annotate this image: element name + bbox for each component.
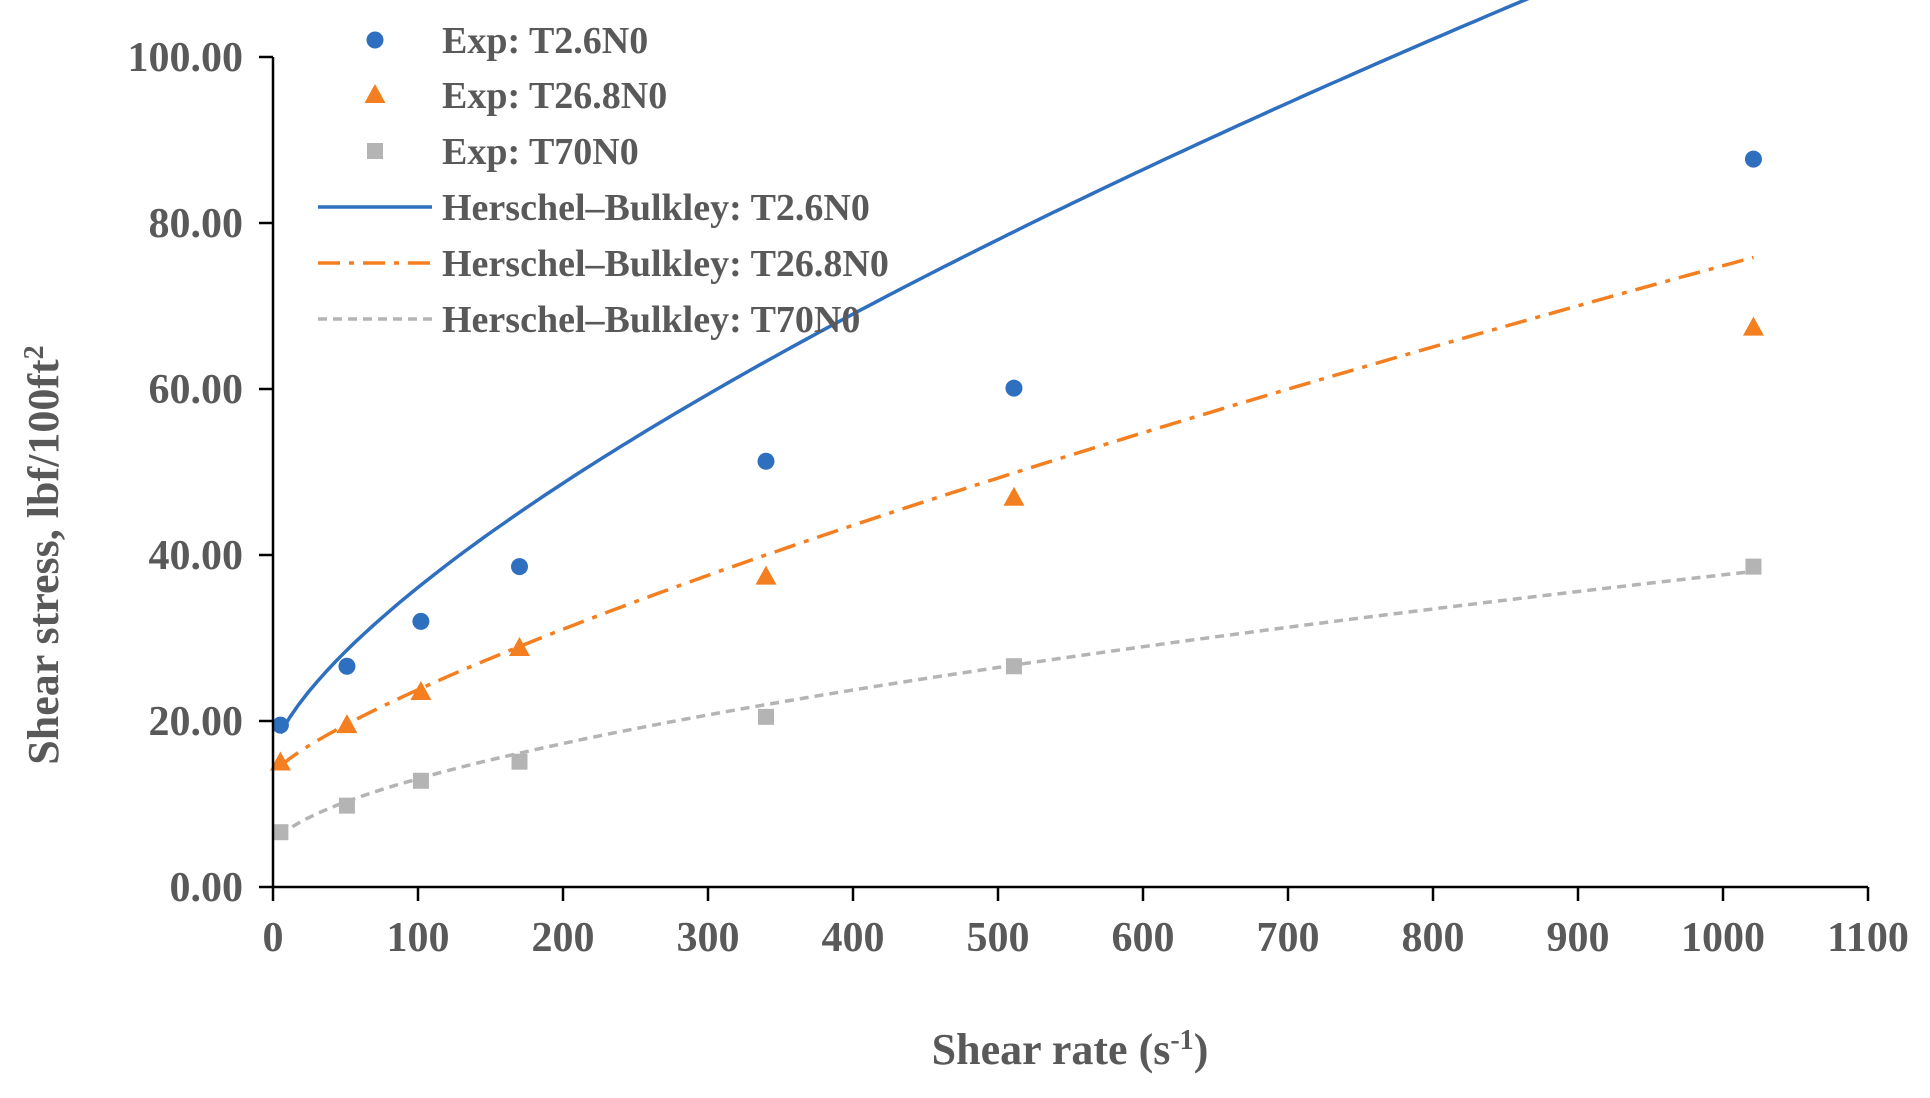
- legend-marker-square: [367, 143, 383, 159]
- point-t70n0: [758, 708, 774, 725]
- x-ticks: 0 100 200 300 400 500 600 700 800 900 1000 1100: [263, 887, 1909, 961]
- y-tick-label: 80.00: [149, 201, 244, 247]
- point-t2.6n0: [1005, 379, 1023, 397]
- point-t26.8n0: [410, 680, 432, 700]
- curve-t26.8n0: [279, 255, 1754, 768]
- point-t70n0: [1745, 558, 1762, 575]
- point-t26.8n0: [755, 565, 777, 585]
- point-t26.8n0: [509, 636, 530, 656]
- y-ticks: 0.00 20.00 40.00 60.00 80.00 100.00: [128, 35, 273, 911]
- legend-label: Exp: T70N0: [442, 131, 639, 173]
- legend-label: Exp: T26.8N0: [442, 75, 667, 117]
- point-t2.6n0: [1744, 150, 1762, 168]
- point-t2.6n0: [338, 657, 356, 675]
- axes: 0 100 200 300 400 500 600 700 800 900 1000 1100 0.0…: [128, 35, 1909, 961]
- point-t2.6n0: [271, 716, 289, 734]
- curve-t2.6n0: [278, 0, 1530, 735]
- x-tick-label: 0: [263, 915, 284, 961]
- y-tick-label: 0.00: [170, 865, 244, 911]
- x-tick-label: 300: [677, 915, 740, 961]
- point-t2.6n0: [757, 452, 775, 470]
- x-tick-label: 700: [1257, 915, 1320, 961]
- point-t26.8n0: [269, 751, 291, 771]
- point-t70n0: [412, 772, 429, 789]
- plot-area: [269, 0, 1764, 841]
- legend-marker-triangle: [364, 84, 386, 103]
- legend-label: Exp: T2.6N0: [442, 20, 648, 62]
- x-tick-label: 200: [532, 915, 595, 961]
- x-tick-label: 900: [1547, 915, 1610, 961]
- x-tick-label: 500: [967, 915, 1030, 961]
- point-t70n0: [511, 753, 528, 770]
- legend-marker-circle: [366, 31, 384, 49]
- point-t70n0: [272, 824, 289, 841]
- x-axis-title: Shear rate (s-1): [932, 1025, 1209, 1075]
- legend: Exp: T2.6N0 Exp: T26.8N0 Exp: T70N0 Hersche…: [318, 20, 889, 341]
- x-tick-label: 600: [1112, 915, 1175, 961]
- point-t26.8n0: [1742, 316, 1764, 336]
- legend-label: Herschel–Bulkley: T70N0: [442, 299, 860, 341]
- curve-t70n0: [279, 569, 1754, 838]
- legend-label: Herschel–Bulkley: T26.8N0: [442, 243, 889, 285]
- x-tick-label: 100: [387, 915, 450, 961]
- x-tick-label: 400: [822, 915, 885, 961]
- model-curves: [278, 0, 1754, 838]
- y-tick-label: 40.00: [149, 533, 244, 579]
- x-tick-label: 1100: [1827, 915, 1909, 961]
- data-markers: [269, 150, 1764, 841]
- x-tick-label: 1000: [1681, 915, 1765, 961]
- point-t26.8n0: [1003, 486, 1025, 506]
- point-t2.6n0: [412, 612, 430, 630]
- y-tick-label: 60.00: [149, 367, 244, 413]
- y-axis-title: Shear stress, lbf/100ft2: [19, 345, 69, 764]
- point-t2.6n0: [511, 558, 528, 576]
- legend-label: Herschel–Bulkley: T2.6N0: [442, 187, 870, 229]
- point-t26.8n0: [336, 714, 358, 734]
- point-t70n0: [1005, 658, 1022, 675]
- y-tick-label: 20.00: [149, 699, 244, 745]
- x-tick-label: 800: [1402, 915, 1465, 961]
- point-t70n0: [338, 797, 355, 814]
- y-tick-label: 100.00: [128, 35, 244, 81]
